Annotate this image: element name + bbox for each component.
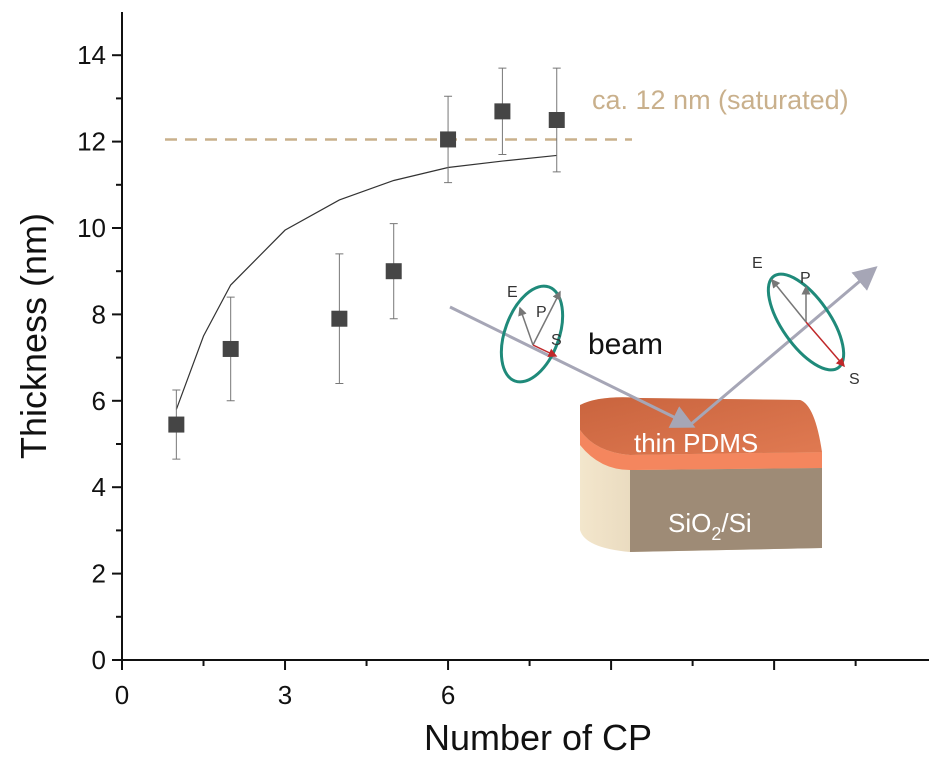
- y-tick-label: 2: [92, 559, 106, 589]
- substrate-text: SiO: [668, 508, 711, 538]
- e-vector: [771, 278, 807, 323]
- polarization-ellipse: [499, 284, 565, 384]
- y-tick-label: 14: [77, 40, 106, 70]
- y-tick-label: 0: [92, 645, 106, 675]
- s-vector: [805, 321, 845, 368]
- incident-beam: [449, 305, 696, 428]
- substrate-subscript: 2: [711, 524, 721, 544]
- p-label: P: [800, 270, 811, 287]
- inset-diagram: E P S E P S beam thin PDMS SiO2/Si: [449, 255, 878, 552]
- x-tick-label: 0: [115, 680, 129, 710]
- pdms-layer: [580, 430, 822, 470]
- substrate-face: [630, 468, 822, 552]
- y-tick-label: 6: [92, 386, 106, 416]
- marker: [331, 310, 348, 327]
- reflected-beam: [689, 266, 878, 427]
- fit-curve: [175, 154, 557, 410]
- x-axis-label: Number of CP: [424, 717, 652, 757]
- s-label: S: [551, 332, 562, 349]
- y-tick-label: 10: [77, 213, 106, 243]
- y-tick-label: 12: [77, 127, 106, 157]
- x-tick-label: 6: [441, 680, 455, 710]
- e-vector: [518, 306, 534, 346]
- marker: [440, 131, 457, 148]
- p-vector: [532, 290, 561, 346]
- y-tick-label: 8: [92, 299, 106, 329]
- x-tick-label: 3: [278, 680, 292, 710]
- p-label: P: [536, 304, 547, 321]
- marker: [548, 112, 565, 128]
- substrate-label: SiO2/Si: [668, 508, 752, 544]
- s-label: S: [849, 371, 860, 388]
- substrate-suffix: /Si: [721, 508, 751, 538]
- polarization-ellipse: [766, 272, 846, 372]
- e-label: E: [507, 284, 518, 301]
- marker: [168, 416, 185, 433]
- marker: [222, 340, 239, 357]
- marker: [385, 263, 402, 280]
- block-top: [580, 397, 822, 455]
- y-axis-label: Thickness (nm): [13, 213, 54, 459]
- e-label: E: [752, 255, 763, 272]
- layer-label: thin PDMS: [634, 428, 758, 458]
- s-vector: [532, 344, 558, 357]
- marker: [494, 103, 511, 120]
- y-tick-label: 4: [92, 472, 106, 502]
- reference-label: ca. 12 nm (saturated): [592, 85, 849, 115]
- beam-label: beam: [588, 328, 663, 361]
